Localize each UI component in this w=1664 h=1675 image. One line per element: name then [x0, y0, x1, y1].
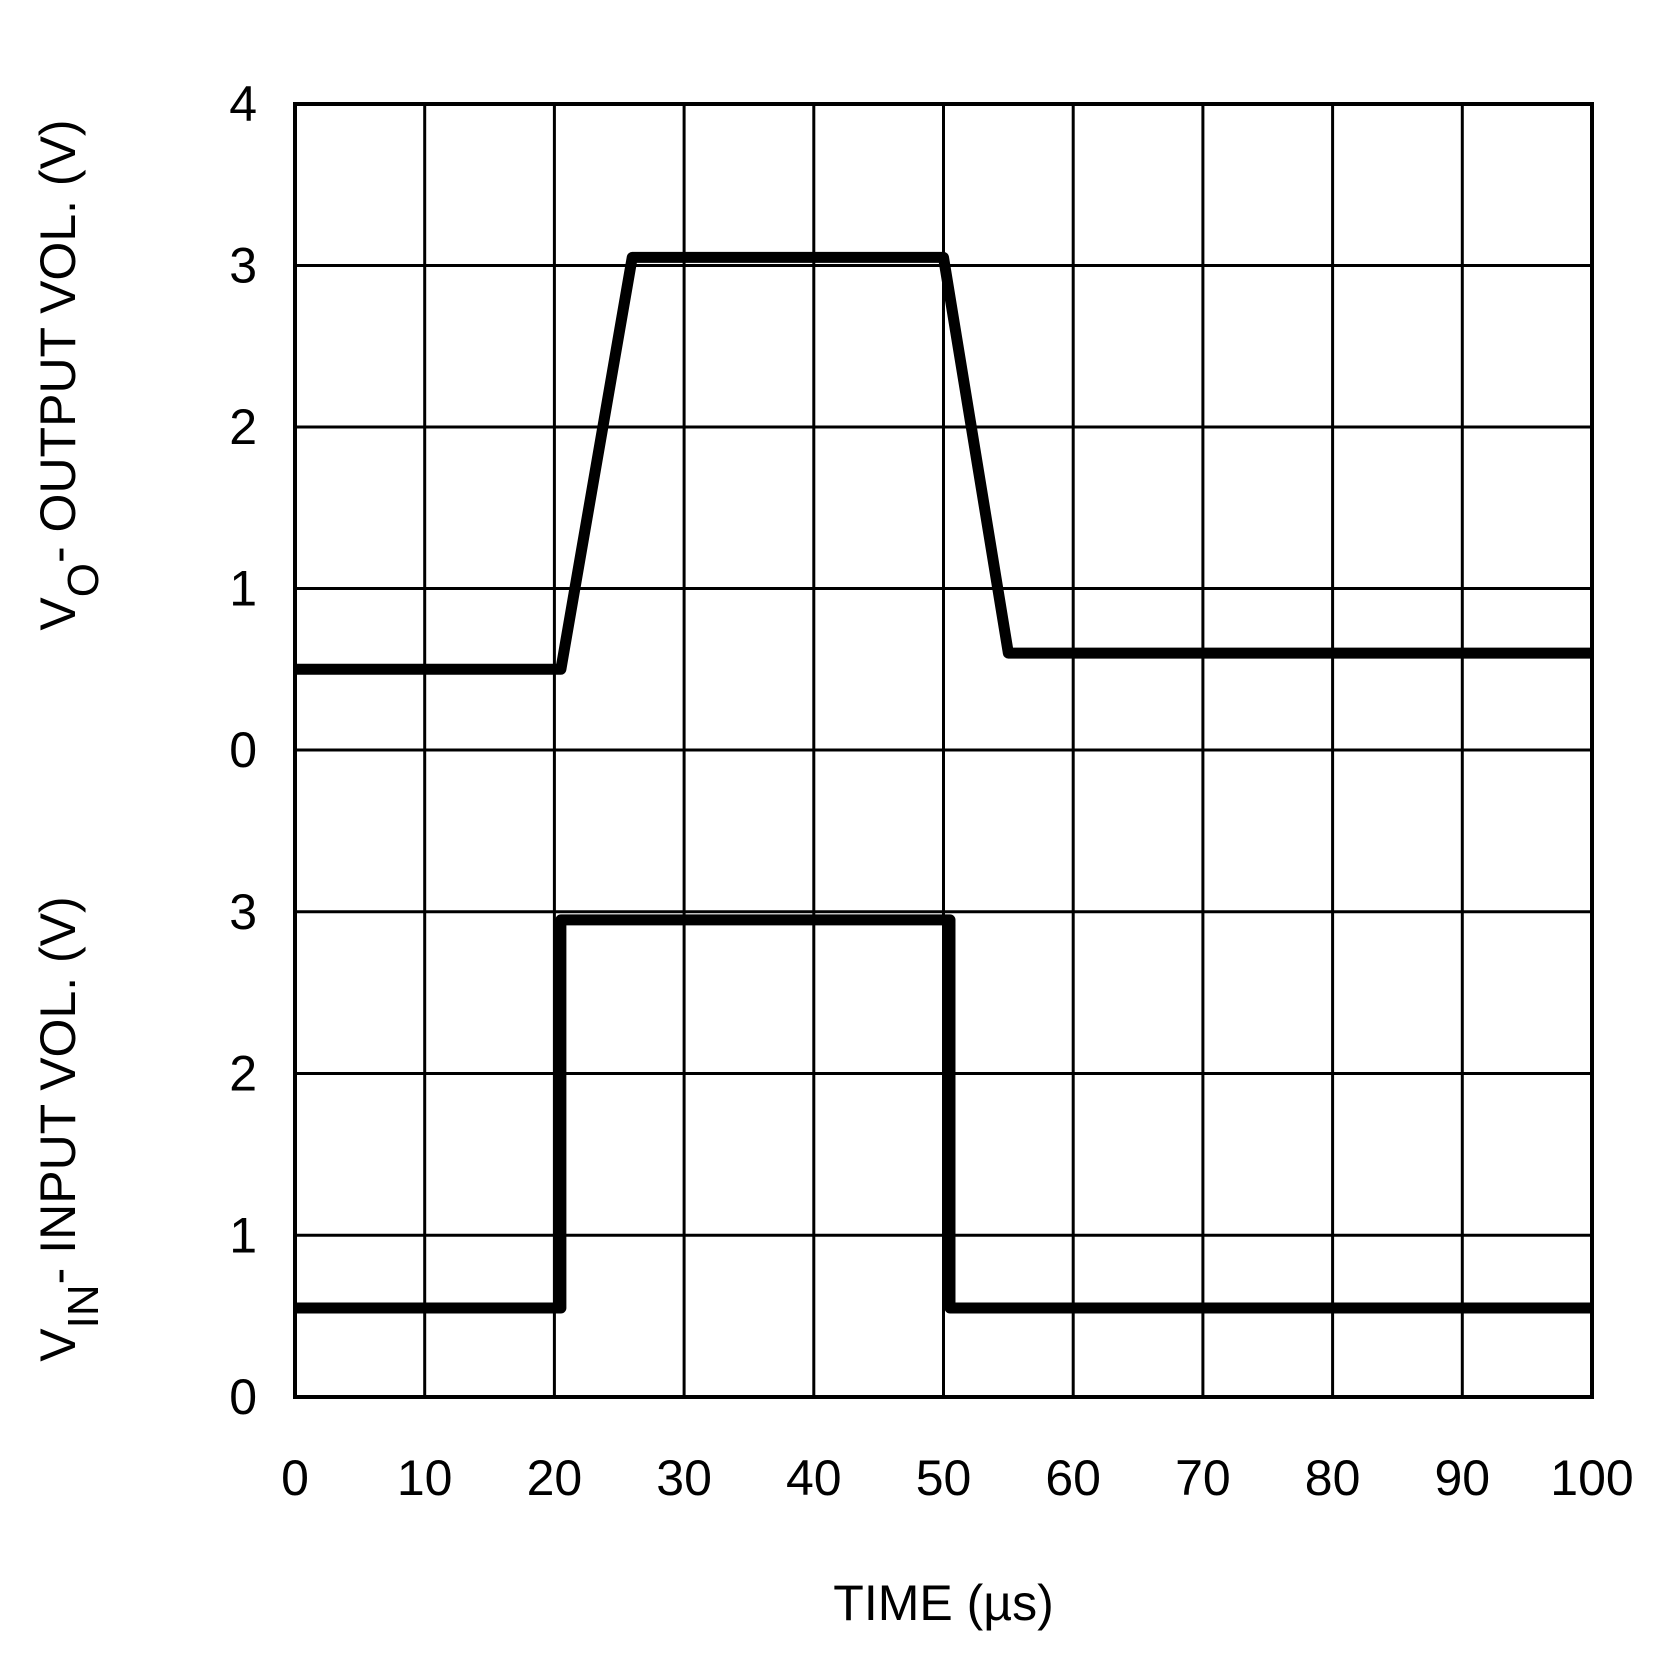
x-tick-label: 10 [397, 1450, 453, 1506]
y-axis-label-part: - INPUT VOL. (V) [30, 896, 86, 1284]
x-axis-label: TIME (µs) [833, 1575, 1053, 1631]
x-tick-label: 40 [786, 1450, 842, 1506]
data-line [295, 914, 1592, 1314]
y-tick-label: 2 [229, 399, 257, 455]
y-tick-label: 4 [229, 76, 257, 132]
x-tick-label: 60 [1045, 1450, 1101, 1506]
y-tick-label: 3 [229, 238, 257, 294]
y-axis-label: VO- OUTPUT VOL. (V) [30, 119, 108, 630]
x-tick-label: 0 [281, 1450, 309, 1506]
x-tick-label: 50 [916, 1450, 972, 1506]
x-tick-label: 30 [656, 1450, 712, 1506]
data-line [295, 251, 1592, 675]
y-axis-label-part: O [59, 563, 108, 597]
y-axis-label-part: V [30, 1328, 86, 1362]
x-tick-label: 70 [1175, 1450, 1231, 1506]
x-tick-label: 90 [1434, 1450, 1490, 1506]
x-tick-label: 100 [1550, 1450, 1633, 1506]
y-tick-label: 1 [229, 1207, 257, 1263]
y-axis-label-part: IN [59, 1284, 108, 1328]
y-tick-label: 2 [229, 1046, 257, 1102]
x-tick-label: 20 [527, 1450, 583, 1506]
y-axis-label: VIN- INPUT VOL. (V) [30, 896, 108, 1361]
x-tick-label: 80 [1305, 1450, 1361, 1506]
y-tick-label: 0 [229, 1369, 257, 1425]
y-tick-label: 3 [229, 884, 257, 940]
y-tick-label: 1 [229, 561, 257, 617]
y-tick-label: 0 [229, 722, 257, 778]
y-axis-label-part: - OUTPUT VOL. (V) [30, 119, 86, 563]
y-axis-label-part: V [30, 597, 86, 631]
